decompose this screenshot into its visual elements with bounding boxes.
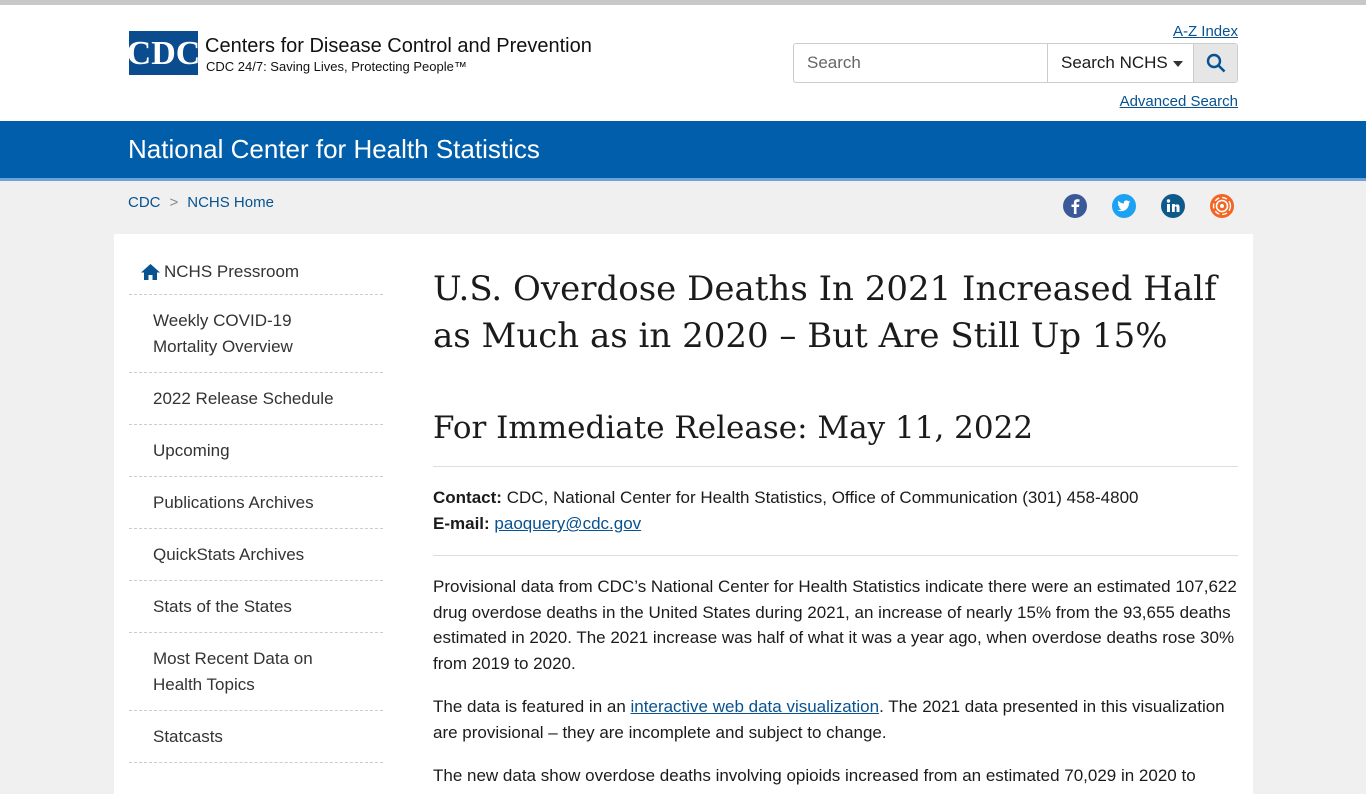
social-icons <box>1063 194 1234 218</box>
paragraph-text: The data is featured in an <box>433 697 631 716</box>
contact-line: Contact: CDC, National Center for Health… <box>433 485 1238 511</box>
content-panel: NCHS Pressroom Weekly COVID-19 Mortality… <box>114 234 1253 794</box>
sidebar-item[interactable]: Stats of the States <box>129 581 383 633</box>
breadcrumb-link[interactable]: NCHS Home <box>187 194 274 211</box>
sidebar-item[interactable]: 2022 Release Schedule <box>129 373 383 425</box>
logo-text: CDC <box>129 35 200 72</box>
twitter-icon[interactable] <box>1112 194 1136 218</box>
site-header: CDC Centers for Disease Control and Prev… <box>0 5 1366 121</box>
facebook-icon[interactable] <box>1063 194 1087 218</box>
search-button[interactable] <box>1193 44 1237 82</box>
article: U.S. Overdose Deaths In 2021 Increased H… <box>433 266 1238 789</box>
search-scope-dropdown[interactable]: Search NCHS <box>1048 44 1193 82</box>
paragraph: Provisional data from CDC’s National Cen… <box>433 577 1237 673</box>
visualization-link[interactable]: interactive web data visualization <box>630 697 880 716</box>
site-banner: National Center for Health Statistics <box>0 121 1366 181</box>
search-input[interactable]: Search <box>794 44 1048 82</box>
email-link[interactable]: paoquery@cdc.gov <box>494 514 642 533</box>
az-index-link[interactable]: A-Z Index <box>1172 23 1238 40</box>
top-bar <box>0 0 1366 5</box>
logo-box <box>129 31 198 75</box>
sidebar-heading[interactable]: NCHS Pressroom <box>129 257 383 295</box>
search-scope-label: Search NCHS <box>1061 53 1168 72</box>
sidebar-item[interactable]: Statcasts <box>129 711 383 763</box>
contact-block: Contact: CDC, National Center for Health… <box>433 466 1238 556</box>
org-name: Centers for Disease Control and Preventi… <box>205 35 592 57</box>
sidebar-item[interactable]: Upcoming <box>129 425 383 477</box>
paragraph-text: . The 2021 data presented in this visual… <box>433 697 1225 742</box>
tagline: CDC 24/7: Saving Lives, Protecting Peopl… <box>206 59 467 74</box>
sidebar-items: Weekly COVID-19 Mortality Overview 2022 R… <box>129 295 383 763</box>
search-icon <box>1206 53 1225 73</box>
release-date: For Immediate Release: May 11, 2022 <box>433 410 1034 446</box>
search-bar: Search Search NCHS <box>793 43 1238 83</box>
paragraph: The new data show overdose deaths involv… <box>433 766 1196 785</box>
sidebar-item[interactable]: Weekly COVID-19 Mortality Overview <box>129 295 383 373</box>
sidebar-item[interactable]: QuickStats Archives <box>129 529 383 581</box>
email-line: E-mail: paoquery@cdc.gov <box>433 511 1238 537</box>
breadcrumb-separator: > <box>169 194 179 211</box>
sidebar-heading-text: NCHS Pressroom <box>164 262 300 281</box>
advanced-search-link[interactable]: Advanced Search <box>1119 93 1238 110</box>
syndication-icon[interactable] <box>1210 194 1234 218</box>
linkedin-icon[interactable] <box>1161 194 1185 218</box>
breadcrumbs: CDC > NCHS Home <box>128 194 274 211</box>
sidebar-item[interactable]: Most Recent Data on Health Topics <box>129 633 383 711</box>
paragraph: The data is featured in an interactive w… <box>433 694 1238 745</box>
cdc-logo[interactable]: CDC Centers for Disease Control and Prev… <box>129 31 599 81</box>
caret-icon <box>1172 61 1183 67</box>
email-label: E-mail: <box>433 514 490 533</box>
sidebar-item[interactable]: Publications Archives <box>129 477 383 529</box>
home-icon <box>141 264 160 280</box>
breadcrumb-link[interactable]: CDC <box>128 194 161 211</box>
article-title: U.S. Overdose Deaths In 2021 Increased H… <box>433 269 1217 356</box>
sidebar-nav: NCHS Pressroom Weekly COVID-19 Mortality… <box>129 257 383 763</box>
banner-title[interactable]: National Center for Health Statistics <box>128 134 540 164</box>
contact-label: Contact: <box>433 488 502 507</box>
contact-text: CDC, National Center for Health Statisti… <box>506 488 1139 507</box>
